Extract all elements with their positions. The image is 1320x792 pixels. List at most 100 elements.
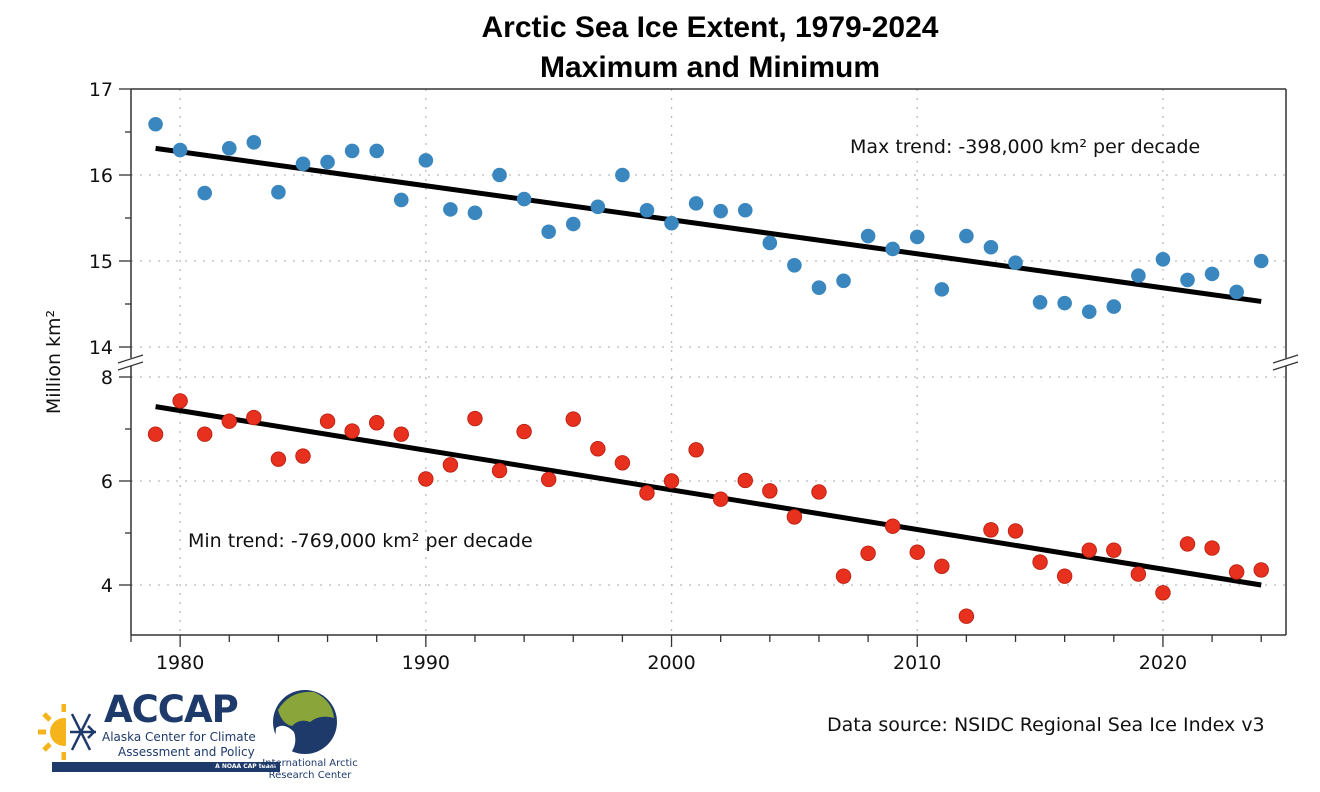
minimum-point [762,483,778,499]
chart-subtitle: Maximum and Minimum [540,51,880,84]
maximum-point [1253,253,1269,269]
maximum-point [172,142,188,158]
x-tick-label: 2020 [1139,652,1187,674]
axis-break-mark [1272,361,1299,371]
x-tick-label: 2010 [893,652,941,674]
minimum-point [737,472,753,489]
minimum-point [639,485,655,501]
minimum-point [369,415,385,431]
maximum-point [1131,268,1146,283]
minimum-point [1130,566,1147,582]
iarc-text: International Arctic Research Center [262,758,358,781]
minimum-point [835,568,852,584]
maximum-point [492,167,507,183]
maximum-point [1057,295,1072,311]
minimum-point [319,413,336,429]
y-tick-label: 15 [89,251,113,273]
axes: 14 15 16 17 4 6 8 1980 1990 2000 2010 2020 [89,79,1299,674]
minimum-point [246,409,262,426]
maximum-trend-line [155,145,1262,304]
y-tick-label: 16 [89,165,113,187]
minimum-point [1155,585,1171,601]
maximum-point [1081,304,1097,320]
maximum-point [713,203,728,219]
maximum-point [1229,284,1244,300]
maximum-point [246,135,262,150]
maximum-point [787,258,802,273]
maximum-point [762,235,778,251]
chart-title: Arctic Sea Ice Extent, 1979-2024 [482,11,939,44]
data-points [147,116,1269,624]
minimum-trend-line [155,404,1262,588]
minimum-point [1081,542,1097,558]
maximum-point [1180,272,1195,288]
y-tick-label: 4 [101,575,113,597]
axis-break-mark [117,354,144,364]
max-trend-label: Max trend: -398,000 km² per decade [850,136,1200,158]
maximum-point [836,273,851,289]
minimum-point [1228,564,1245,580]
maximum-point [860,228,876,244]
maximum-point [541,224,556,240]
maximum-point [983,239,999,255]
minimum-point [983,522,999,538]
minimum-point [1056,568,1073,584]
axis-break-mark [117,361,144,371]
maximum-point [369,143,385,159]
maximum-point [221,141,237,156]
minimum-point [344,423,360,439]
maximum-point [959,228,974,244]
y-axis-label: Million km² [43,310,65,414]
x-tick-label: 2000 [647,652,695,674]
maximum-point [197,185,213,201]
y-tick-label: 8 [101,367,113,389]
minimum-point [1253,562,1269,578]
y-tick-label: 6 [101,471,113,493]
accap-subtitle-2: Assessment and Policy [118,745,255,759]
maximum-point [811,280,827,295]
maximum-point [934,282,950,297]
maximum-point [516,191,532,207]
minimum-point [663,473,680,489]
maximum-point [615,167,630,183]
minimum-point [172,393,188,409]
grid-lines [131,89,1286,635]
sun-snowflake-icon [38,702,96,768]
accap-subtitle-1: Alaska Center for Climate [102,730,256,744]
maximum-point [443,202,458,217]
minimum-point [295,448,311,464]
globe-icon [273,690,337,754]
min-trend-label: Min trend: -769,000 km² per decade [188,530,533,552]
maximum-point [1032,294,1048,310]
x-tick-label: 1990 [402,652,450,674]
x-tick-label: 1980 [156,652,204,674]
maximum-point [664,215,679,231]
trend-lines [155,145,1262,588]
y-tick-label: 14 [89,337,113,359]
minimum-point [786,509,803,525]
minimum-point [491,462,508,479]
maximum-point [320,154,335,170]
accap-tag: A NOAA CAP team [215,763,276,770]
maximum-point [344,143,360,159]
minimum-point [958,608,975,624]
maximum-point [393,192,409,208]
minimum-point [1007,523,1024,539]
y-tick-label: 17 [89,79,113,101]
accap-logo-text: ACCAP [104,688,239,731]
minimum-point [1179,536,1196,552]
maximum-point [590,199,606,215]
maximum-point [909,229,925,245]
accap-bar: A NOAA CAP team [52,762,280,772]
maximum-point [565,216,581,232]
maximum-point [1204,266,1220,282]
minimum-point [197,426,213,442]
minimum-point [565,411,581,427]
minimum-point [516,423,532,440]
minimum-point [1032,554,1048,570]
maximum-point [148,116,163,132]
minimum-point [467,410,483,427]
minimum-point [1106,542,1122,558]
minimum-point [1204,540,1220,556]
